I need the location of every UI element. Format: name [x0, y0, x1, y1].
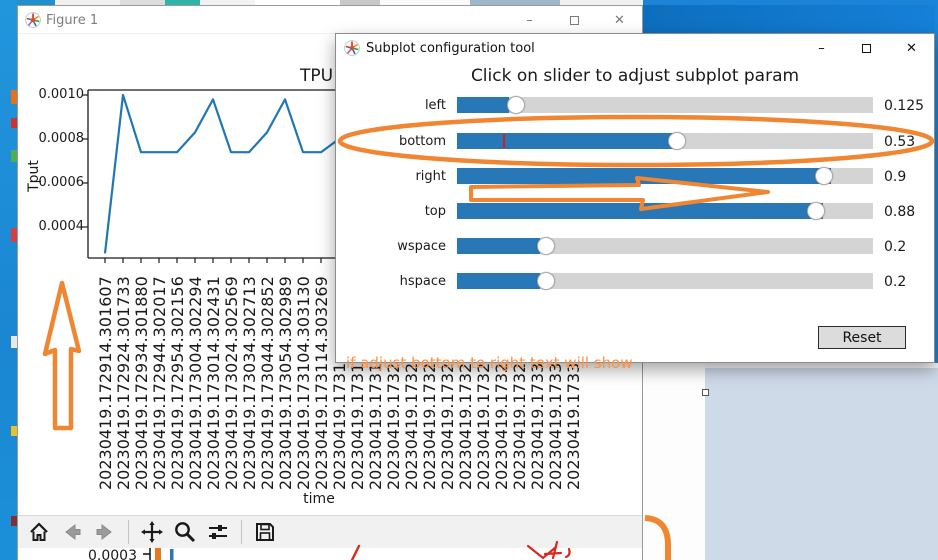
desktop-right-sliver	[935, 0, 938, 363]
background-panel	[705, 363, 938, 560]
desktop-top-right	[643, 5, 935, 33]
forward-button[interactable]	[92, 519, 118, 545]
maximize-icon	[862, 43, 871, 53]
slider-track-left[interactable]	[457, 96, 873, 114]
slider-track-wspace[interactable]	[457, 237, 873, 255]
dialog-close-button[interactable]: ✕	[906, 40, 917, 56]
configure-subplots-button[interactable]	[205, 519, 231, 545]
matplotlib-icon	[344, 40, 360, 56]
matplotlib-icon	[25, 12, 41, 28]
dialog-maximize-button[interactable]	[844, 34, 889, 62]
subplot-config-dialog: Subplot configuration tool – ✕ Click on …	[335, 33, 935, 372]
slider-label: bottom	[398, 134, 446, 149]
pan-icon	[141, 521, 163, 543]
slider-row-right: right 0.9	[336, 167, 934, 186]
slider-row-hspace: hspace 0.2	[336, 272, 934, 291]
annotation-note-text: if adjust bottom to right text will show	[346, 354, 633, 372]
x-tick-label: 20230419.173014.302431	[204, 276, 223, 490]
slider-label: top	[424, 204, 446, 219]
maximize-icon	[570, 15, 579, 25]
slider-fill	[457, 203, 823, 219]
x-axis-label: time	[303, 491, 335, 507]
slider-row-wspace: wspace 0.2	[336, 237, 934, 256]
slider-row-bottom: bottom 0.53	[336, 132, 934, 151]
slider-fill	[457, 168, 831, 184]
back-arrow-icon	[65, 523, 81, 541]
y-tick-label: 0.0006	[38, 175, 85, 190]
magnifier-icon	[175, 522, 196, 543]
matplotlib-toolbar	[18, 515, 642, 548]
dialog-titlebar[interactable]: Subplot configuration tool – ✕	[336, 34, 934, 62]
x-tick-label: 20230419.173044.302852	[258, 276, 277, 490]
x-tick-label: 20230419.172954.302156	[168, 276, 187, 490]
slider-row-top: top 0.88	[336, 202, 934, 221]
slider-label: right	[415, 169, 446, 184]
save-button[interactable]	[252, 519, 278, 545]
slider-value: 0.9	[884, 169, 907, 185]
slider-value: 0.88	[884, 204, 916, 220]
slider-fill	[457, 133, 677, 149]
x-tick-label: 20230419.172924.301733	[114, 276, 133, 490]
x-tick-label: 20230419.172934.301880	[132, 276, 151, 490]
zoom-button[interactable]	[172, 519, 198, 545]
slider-thumb-left[interactable]	[507, 96, 525, 114]
selection-handle[interactable]	[702, 389, 709, 396]
chart-title: TPU	[300, 66, 334, 86]
home-button[interactable]	[26, 519, 52, 545]
x-tick-label: 20230419.172914.301607	[96, 276, 115, 490]
floppy-save-icon	[256, 523, 274, 541]
dialog-title: Subplot configuration tool	[366, 41, 535, 56]
slider-track-bottom[interactable]	[457, 132, 873, 150]
x-tick-label: 20230419.173114.303269	[312, 276, 331, 490]
figure-window-title: Figure 1	[46, 13, 99, 28]
reset-button[interactable]: Reset	[818, 326, 906, 349]
dialog-heading: Click on slider to adjust subplot param	[470, 66, 800, 86]
slider-default-marker	[503, 134, 505, 148]
figure-minimize-button[interactable]: –	[526, 12, 533, 28]
slider-thumb-hspace[interactable]	[537, 272, 555, 290]
figure-titlebar[interactable]: Figure 1 – ✕	[18, 6, 642, 34]
x-tick-label: 20230419.173054.302989	[276, 276, 295, 490]
desktop-left-strip	[0, 0, 17, 560]
slider-thumb-bottom[interactable]	[668, 132, 686, 150]
slider-fill	[457, 97, 509, 113]
slider-track-top[interactable]	[457, 202, 873, 220]
dialog-minimize-button[interactable]: –	[818, 40, 825, 56]
x-tick-label: 20230419.173104.303130	[294, 276, 313, 490]
y-tick-label: 0.0004	[38, 219, 85, 234]
x-tick-label: 20230419.173004.302294	[186, 276, 205, 490]
x-tick-label: 20230419.173034.302713	[240, 276, 259, 490]
slider-thumb-wspace[interactable]	[537, 237, 555, 255]
background-figure-ytick: 0.0003	[88, 548, 137, 560]
x-tick-label: 20230419.172944.302017	[150, 276, 169, 490]
figure-maximize-button[interactable]	[552, 6, 597, 34]
slider-value: 0.2	[884, 274, 907, 290]
slider-fill	[457, 238, 540, 254]
slider-track-hspace[interactable]	[457, 272, 873, 290]
slider-fill	[457, 273, 540, 289]
figure-close-button[interactable]: ✕	[614, 12, 625, 28]
toolbar-separator	[128, 520, 129, 544]
slider-label: wspace	[397, 239, 446, 254]
slider-value: 0.125	[884, 98, 925, 114]
slider-thumb-top[interactable]	[807, 202, 825, 220]
slider-row-left: left 0.125	[336, 96, 934, 115]
toolbar-separator	[241, 520, 242, 544]
y-tick-label: 0.0008	[38, 131, 85, 146]
home-icon	[30, 522, 48, 541]
y-tick-label: 0.0010	[38, 87, 85, 102]
sliders-icon	[209, 525, 227, 539]
slider-label: hspace	[399, 274, 446, 289]
slider-thumb-right[interactable]	[815, 167, 833, 185]
slider-label: left	[424, 98, 446, 113]
background-window-white	[643, 363, 705, 560]
back-button[interactable]	[59, 519, 85, 545]
forward-arrow-icon	[96, 523, 112, 541]
x-tick-label: 20230419.173024.302569	[222, 276, 241, 490]
slider-value: 0.2	[884, 239, 907, 255]
pan-button[interactable]	[139, 519, 165, 545]
slider-track-right[interactable]	[457, 167, 873, 185]
slider-value: 0.53	[884, 134, 916, 150]
